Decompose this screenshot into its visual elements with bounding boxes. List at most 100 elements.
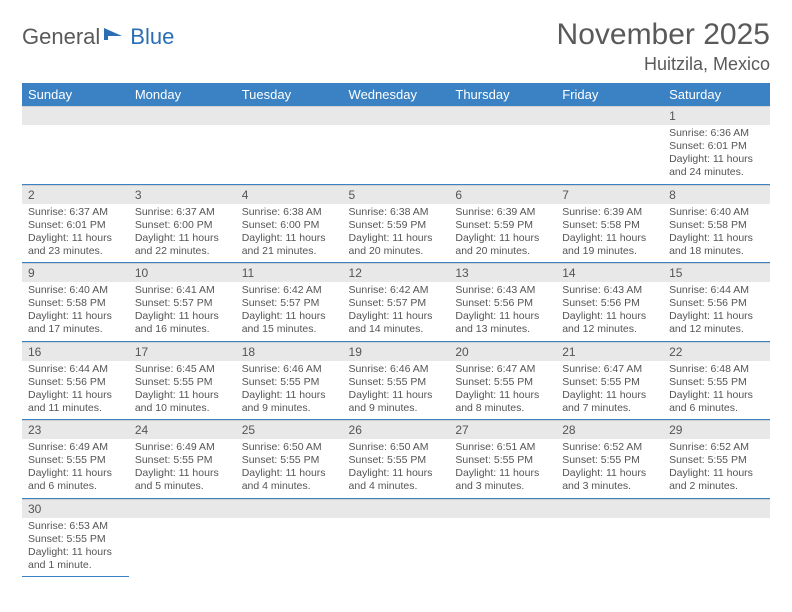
day-details: Sunrise: 6:44 AMSunset: 5:56 PMDaylight:…	[663, 282, 770, 341]
daylight-text: Daylight: 11 hours and 12 minutes.	[669, 310, 764, 336]
daylight-text: Daylight: 11 hours and 14 minutes.	[349, 310, 444, 336]
page-header: General Blue November 2025 Huitzila, Mex…	[22, 18, 770, 75]
day-details: Sunrise: 6:43 AMSunset: 5:56 PMDaylight:…	[556, 282, 663, 341]
day-number: 12	[343, 263, 450, 282]
sunset-text: Sunset: 5:55 PM	[669, 454, 764, 467]
day-number: 26	[343, 420, 450, 439]
logo-flag-icon	[104, 26, 126, 49]
sunrise-text: Sunrise: 6:44 AM	[669, 284, 764, 297]
daylight-text: Daylight: 11 hours and 3 minutes.	[455, 467, 550, 493]
calendar-cell	[343, 498, 450, 577]
calendar-table: Sunday Monday Tuesday Wednesday Thursday…	[22, 83, 770, 577]
day-header: Wednesday	[343, 83, 450, 106]
calendar-body: 1Sunrise: 6:36 AMSunset: 6:01 PMDaylight…	[22, 106, 770, 577]
day-details: Sunrise: 6:50 AMSunset: 5:55 PMDaylight:…	[236, 439, 343, 498]
daylight-text: Daylight: 11 hours and 21 minutes.	[242, 232, 337, 258]
calendar-cell: 14Sunrise: 6:43 AMSunset: 5:56 PMDayligh…	[556, 263, 663, 342]
day-header: Friday	[556, 83, 663, 106]
sunset-text: Sunset: 5:55 PM	[349, 454, 444, 467]
sunset-text: Sunset: 5:55 PM	[135, 376, 230, 389]
day-number: 8	[663, 185, 770, 204]
day-header-row: Sunday Monday Tuesday Wednesday Thursday…	[22, 83, 770, 106]
sunrise-text: Sunrise: 6:51 AM	[455, 441, 550, 454]
daylight-text: Daylight: 11 hours and 2 minutes.	[669, 467, 764, 493]
day-details: Sunrise: 6:38 AMSunset: 5:59 PMDaylight:…	[343, 204, 450, 263]
sunset-text: Sunset: 5:56 PM	[28, 376, 123, 389]
calendar-cell: 22Sunrise: 6:48 AMSunset: 5:55 PMDayligh…	[663, 341, 770, 420]
calendar-cell: 19Sunrise: 6:46 AMSunset: 5:55 PMDayligh…	[343, 341, 450, 420]
sunrise-text: Sunrise: 6:49 AM	[135, 441, 230, 454]
day-number: 20	[449, 342, 556, 361]
sunset-text: Sunset: 5:57 PM	[135, 297, 230, 310]
daylight-text: Daylight: 11 hours and 19 minutes.	[562, 232, 657, 258]
sunset-text: Sunset: 6:01 PM	[28, 219, 123, 232]
calendar-cell	[129, 106, 236, 184]
day-header: Sunday	[22, 83, 129, 106]
sunrise-text: Sunrise: 6:46 AM	[349, 363, 444, 376]
calendar-cell	[449, 498, 556, 577]
daylight-text: Daylight: 11 hours and 24 minutes.	[669, 153, 764, 179]
day-number-bar	[236, 499, 343, 518]
sunrise-text: Sunrise: 6:44 AM	[28, 363, 123, 376]
sunrise-text: Sunrise: 6:47 AM	[455, 363, 550, 376]
daylight-text: Daylight: 11 hours and 12 minutes.	[562, 310, 657, 336]
calendar-cell: 21Sunrise: 6:47 AMSunset: 5:55 PMDayligh…	[556, 341, 663, 420]
sunrise-text: Sunrise: 6:43 AM	[562, 284, 657, 297]
calendar-cell: 7Sunrise: 6:39 AMSunset: 5:58 PMDaylight…	[556, 184, 663, 263]
day-details: Sunrise: 6:52 AMSunset: 5:55 PMDaylight:…	[556, 439, 663, 498]
daylight-text: Daylight: 11 hours and 4 minutes.	[349, 467, 444, 493]
sunrise-text: Sunrise: 6:41 AM	[135, 284, 230, 297]
sunrise-text: Sunrise: 6:42 AM	[349, 284, 444, 297]
day-details: Sunrise: 6:41 AMSunset: 5:57 PMDaylight:…	[129, 282, 236, 341]
day-number: 2	[22, 185, 129, 204]
calendar-cell: 8Sunrise: 6:40 AMSunset: 5:58 PMDaylight…	[663, 184, 770, 263]
sunset-text: Sunset: 5:58 PM	[28, 297, 123, 310]
day-header: Monday	[129, 83, 236, 106]
day-details: Sunrise: 6:43 AMSunset: 5:56 PMDaylight:…	[449, 282, 556, 341]
calendar-cell: 4Sunrise: 6:38 AMSunset: 6:00 PMDaylight…	[236, 184, 343, 263]
sunrise-text: Sunrise: 6:49 AM	[28, 441, 123, 454]
calendar-week-row: 1Sunrise: 6:36 AMSunset: 6:01 PMDaylight…	[22, 106, 770, 184]
day-number: 7	[556, 185, 663, 204]
sunrise-text: Sunrise: 6:52 AM	[669, 441, 764, 454]
day-number: 25	[236, 420, 343, 439]
day-details: Sunrise: 6:49 AMSunset: 5:55 PMDaylight:…	[129, 439, 236, 498]
sunset-text: Sunset: 5:56 PM	[455, 297, 550, 310]
daylight-text: Daylight: 11 hours and 22 minutes.	[135, 232, 230, 258]
logo: General Blue	[22, 18, 174, 50]
daylight-text: Daylight: 11 hours and 6 minutes.	[28, 467, 123, 493]
day-number: 19	[343, 342, 450, 361]
daylight-text: Daylight: 11 hours and 9 minutes.	[242, 389, 337, 415]
calendar-cell: 11Sunrise: 6:42 AMSunset: 5:57 PMDayligh…	[236, 263, 343, 342]
sunrise-text: Sunrise: 6:39 AM	[455, 206, 550, 219]
day-number: 1	[663, 106, 770, 125]
sunrise-text: Sunrise: 6:46 AM	[242, 363, 337, 376]
daylight-text: Daylight: 11 hours and 1 minute.	[28, 546, 123, 572]
calendar-cell: 28Sunrise: 6:52 AMSunset: 5:55 PMDayligh…	[556, 420, 663, 499]
day-details: Sunrise: 6:40 AMSunset: 5:58 PMDaylight:…	[22, 282, 129, 341]
day-details: Sunrise: 6:36 AMSunset: 6:01 PMDaylight:…	[663, 125, 770, 184]
calendar-week-row: 30Sunrise: 6:53 AMSunset: 5:55 PMDayligh…	[22, 498, 770, 577]
day-number-bar	[556, 106, 663, 125]
calendar-cell	[343, 106, 450, 184]
sunset-text: Sunset: 5:57 PM	[349, 297, 444, 310]
daylight-text: Daylight: 11 hours and 13 minutes.	[455, 310, 550, 336]
sunset-text: Sunset: 5:58 PM	[669, 219, 764, 232]
day-number: 4	[236, 185, 343, 204]
title-block: November 2025 Huitzila, Mexico	[557, 18, 770, 75]
day-details: Sunrise: 6:53 AMSunset: 5:55 PMDaylight:…	[22, 518, 129, 577]
day-number: 17	[129, 342, 236, 361]
day-number-bar	[22, 106, 129, 125]
sunrise-text: Sunrise: 6:40 AM	[28, 284, 123, 297]
daylight-text: Daylight: 11 hours and 15 minutes.	[242, 310, 337, 336]
sunrise-text: Sunrise: 6:48 AM	[669, 363, 764, 376]
daylight-text: Daylight: 11 hours and 10 minutes.	[135, 389, 230, 415]
sunrise-text: Sunrise: 6:50 AM	[242, 441, 337, 454]
calendar-cell: 29Sunrise: 6:52 AMSunset: 5:55 PMDayligh…	[663, 420, 770, 499]
daylight-text: Daylight: 11 hours and 17 minutes.	[28, 310, 123, 336]
calendar-cell: 27Sunrise: 6:51 AMSunset: 5:55 PMDayligh…	[449, 420, 556, 499]
sunset-text: Sunset: 5:59 PM	[349, 219, 444, 232]
sunset-text: Sunset: 5:56 PM	[562, 297, 657, 310]
daylight-text: Daylight: 11 hours and 11 minutes.	[28, 389, 123, 415]
day-number: 18	[236, 342, 343, 361]
